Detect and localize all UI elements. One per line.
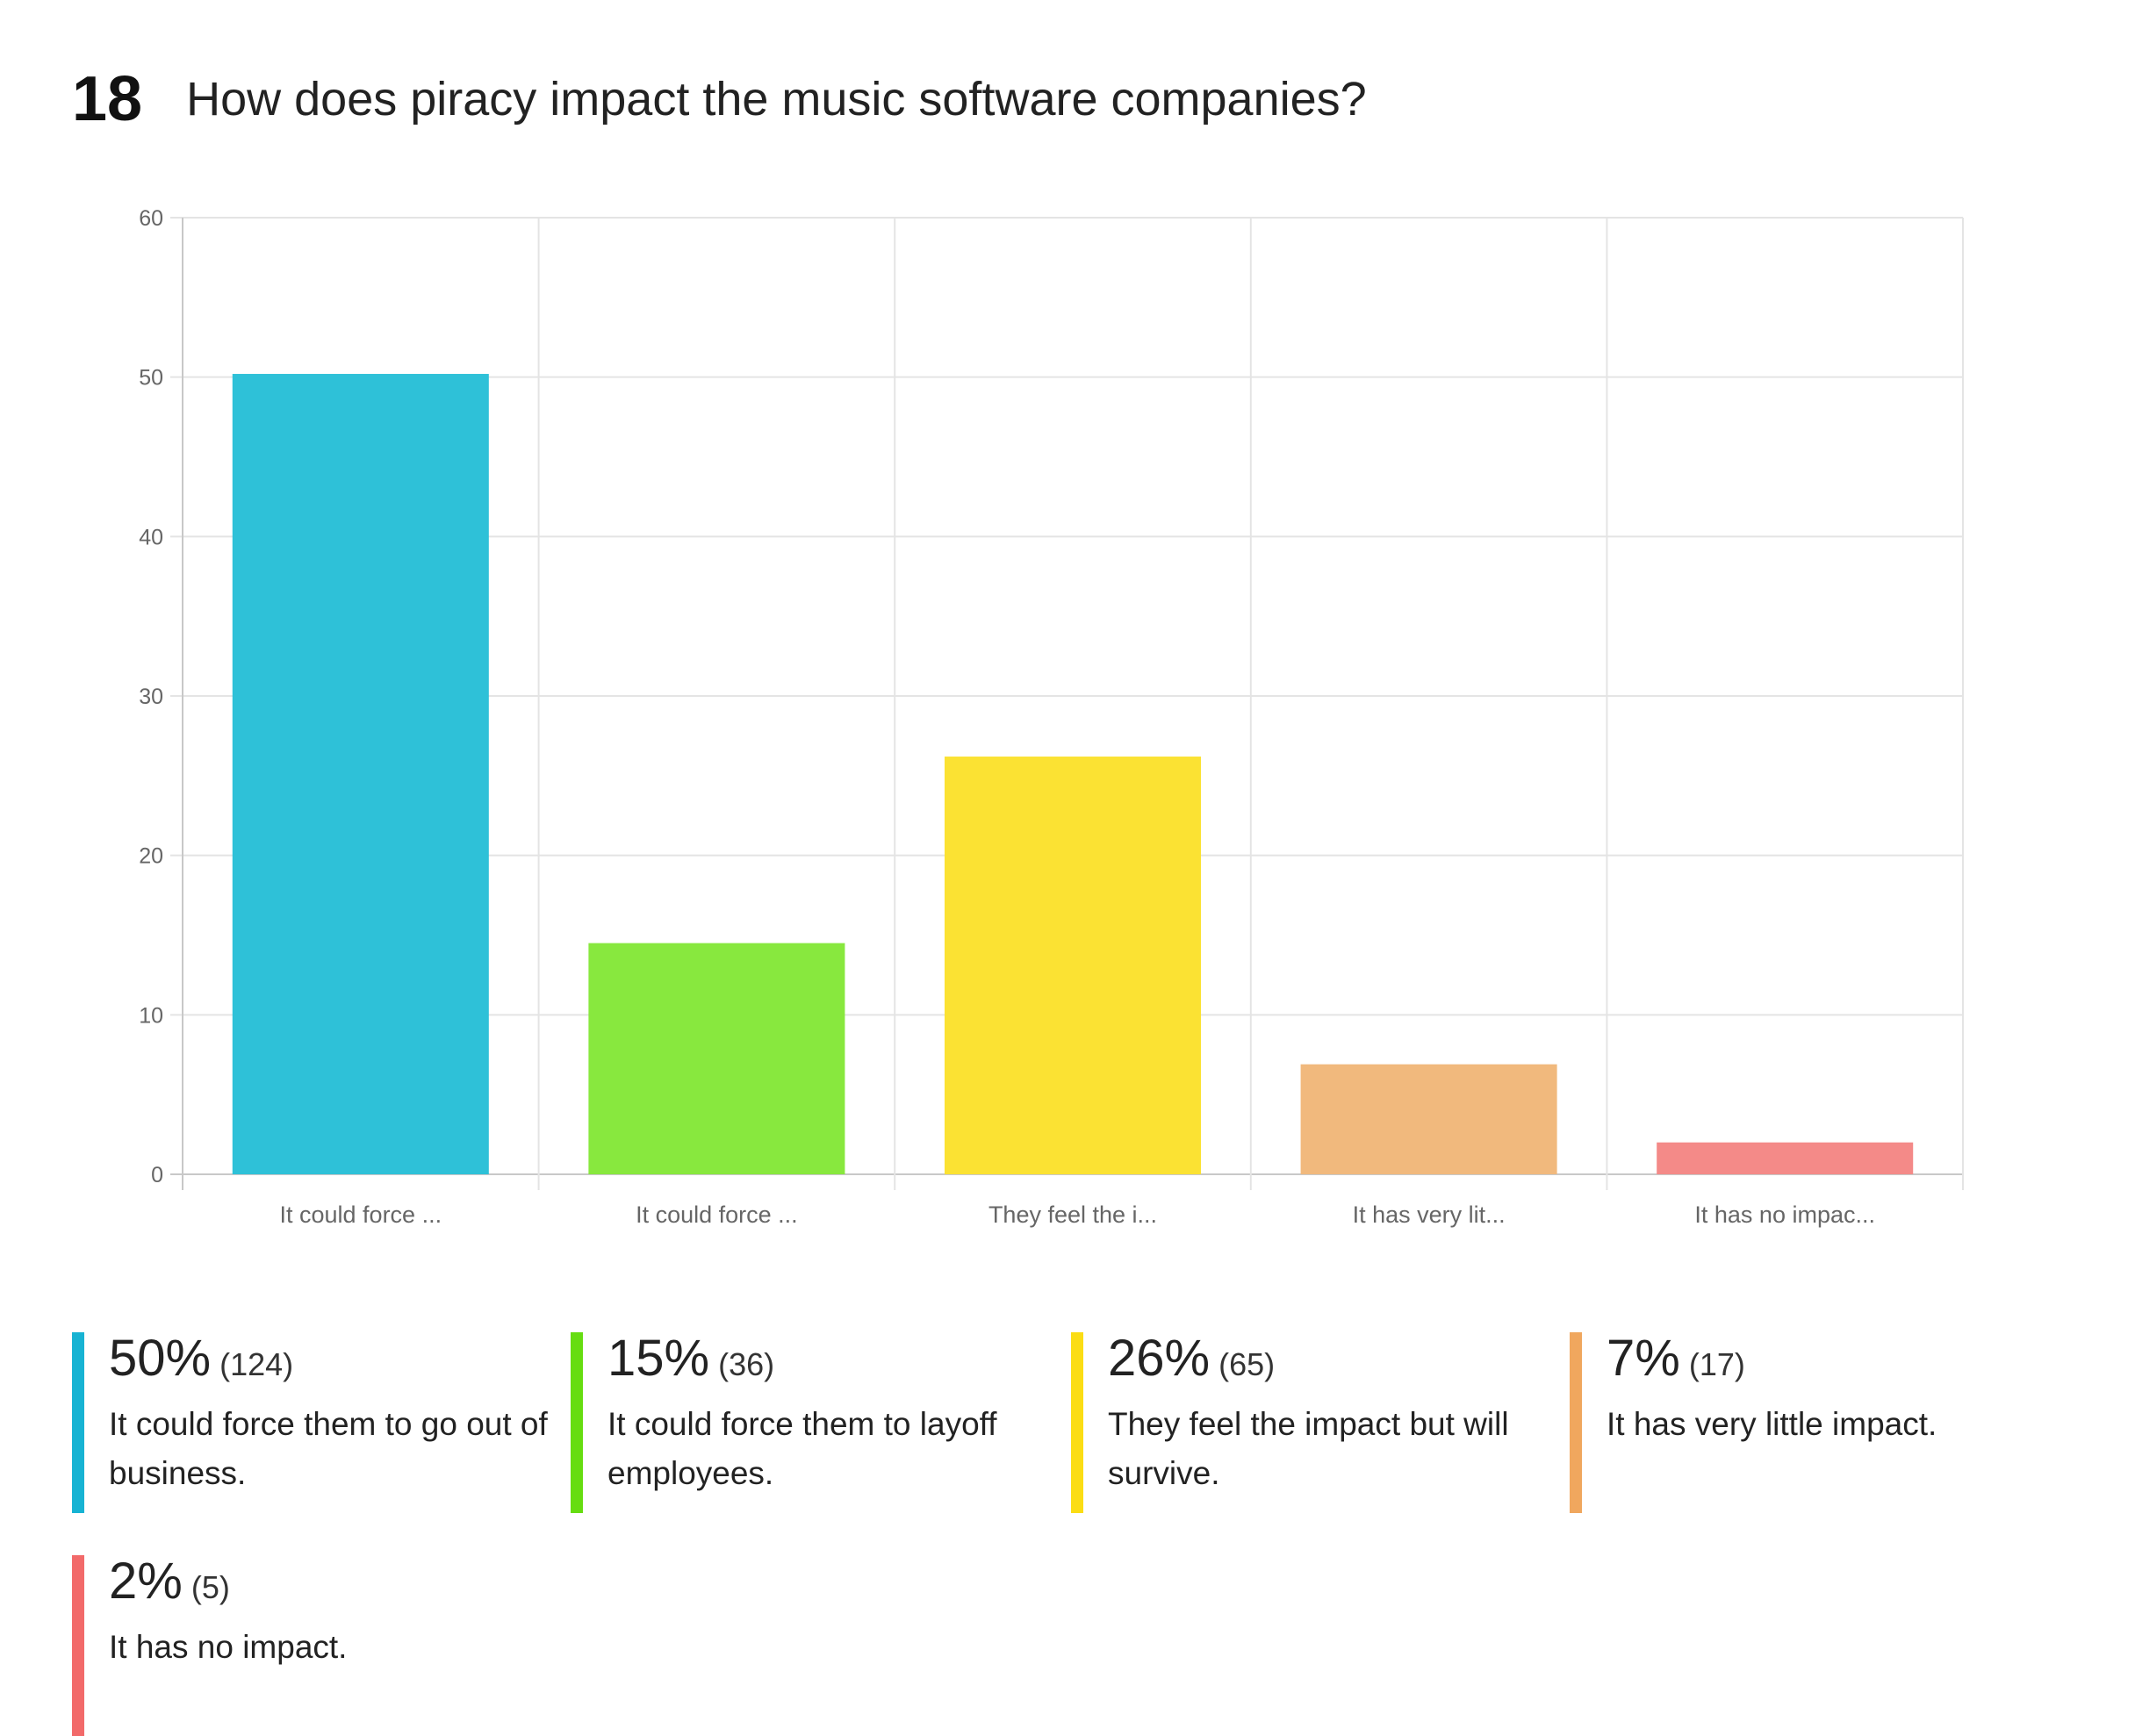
x-tick-label: It has very lit... <box>1353 1202 1506 1228</box>
legend-color-bar <box>72 1555 84 1736</box>
legend-percent: 15% <box>607 1330 710 1387</box>
legend-label: It could force them to go out of busines… <box>109 1406 548 1491</box>
x-tick-label: It could force ... <box>636 1202 798 1228</box>
bar <box>588 943 845 1174</box>
legend-item: 15% (36) It could force them to layoff e… <box>571 1330 1073 1513</box>
y-tick-label: 20 <box>139 844 163 869</box>
legend-percent: 2% <box>109 1553 183 1610</box>
legend-count: (36) <box>718 1346 775 1382</box>
legend-color-bar <box>72 1332 84 1513</box>
bar <box>232 374 489 1174</box>
legend-label: It has no impact. <box>109 1629 348 1665</box>
legend-count: (5) <box>190 1569 230 1605</box>
y-tick-label: 0 <box>151 1163 163 1187</box>
x-tick-label: It has no impac... <box>1694 1202 1875 1228</box>
question-header: 18 How does piracy impact the music soft… <box>72 60 1367 139</box>
legend-color-bar <box>1071 1332 1083 1513</box>
chart-bars <box>232 374 1914 1174</box>
legend-percent: 26% <box>1108 1330 1211 1387</box>
y-tick-label: 50 <box>139 366 163 391</box>
legend-item: 7% (17) It has very little impact. <box>1570 1330 2072 1513</box>
legend-color-bar <box>1570 1332 1582 1513</box>
y-tick-label: 40 <box>139 525 163 549</box>
legend-label: It could force them to layoff employees. <box>607 1406 997 1491</box>
question-number: 18 <box>72 64 143 134</box>
question-title: How does piracy impact the music softwar… <box>186 73 1367 126</box>
y-tick-label: 30 <box>139 685 163 709</box>
bar <box>1300 1064 1557 1174</box>
x-tick-label: They feel the i... <box>988 1202 1157 1228</box>
legend-label: They feel the impact but will survive. <box>1108 1406 1509 1491</box>
x-tick-label: It could force ... <box>280 1202 442 1228</box>
y-tick-label: 60 <box>139 206 163 231</box>
bar <box>944 757 1202 1174</box>
y-tick-label: 10 <box>139 1003 163 1028</box>
legend-count: (17) <box>1688 1346 1745 1382</box>
legend-percent: 7% <box>1607 1330 1680 1387</box>
legend-color-bar <box>571 1332 583 1513</box>
legend-percent: 50% <box>109 1330 212 1387</box>
legend-item: 2% (5) It has no impact. <box>72 1553 574 1736</box>
x-axis-ticks: It could force ... It could force ... They… <box>280 1202 1876 1228</box>
y-axis-ticks: 0 10 20 30 40 50 60 <box>139 206 163 1187</box>
bar <box>1657 1142 1914 1174</box>
legend-item: 50% (124) It could force them to go out … <box>72 1330 574 1513</box>
legend-item: 26% (65) They feel the impact but will s… <box>1071 1330 1573 1513</box>
legend-label: It has very little impact. <box>1607 1406 1937 1442</box>
legend-count: (124) <box>219 1346 294 1382</box>
legend-count: (65) <box>1218 1346 1276 1382</box>
